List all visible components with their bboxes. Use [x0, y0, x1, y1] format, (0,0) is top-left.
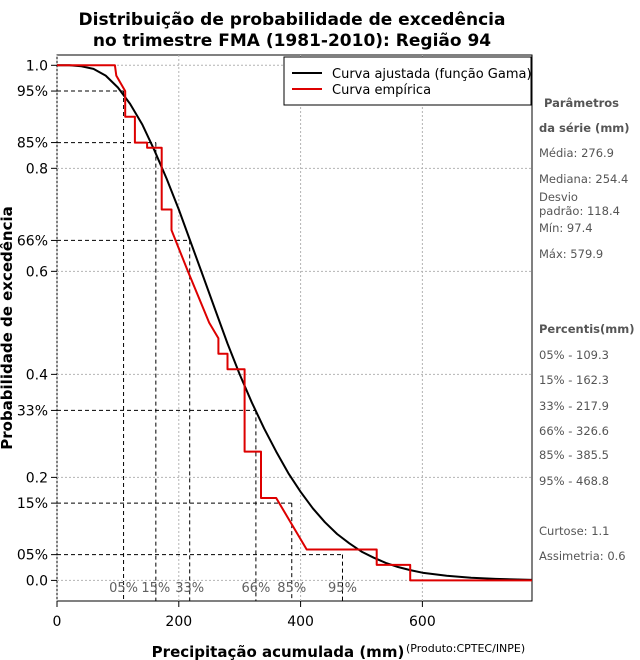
series-line-empirical — [57, 64, 532, 582]
percentil-66: 66% - 326.6 — [539, 424, 609, 438]
y-tick-label: 33% — [17, 403, 48, 419]
y-tick-label: 95% — [17, 84, 48, 100]
y-tick-label: 1.0 — [26, 58, 48, 74]
y-tick-label: 0.6 — [26, 264, 48, 280]
percentile-label: 33% — [175, 581, 204, 596]
y-tick-label: 0.8 — [26, 161, 48, 177]
percentil-85: 85% - 385.5 — [539, 448, 609, 462]
legend-label-empirical: Curva empírica — [332, 83, 431, 98]
percentis-heading: Percentis(mm) — [539, 322, 634, 336]
credit-text: (Produto:CPTEC/INPE) — [406, 642, 525, 655]
stat-desvio-2: padrão: 118.4 — [539, 204, 620, 218]
chart-title-line1: Distribuição de probabilidade de excedên… — [79, 10, 506, 30]
percentile-label: 05% — [109, 581, 138, 596]
legend-label-fitted: Curva ajustada (função Gama) — [332, 67, 532, 82]
stat-curtose: Curtose: 1.1 — [539, 524, 609, 538]
percentile-label: 95% — [328, 581, 357, 596]
y-axis-title: Probabilidade de excedência — [0, 206, 16, 450]
chart-title-line2: no trimestre FMA (1981-2010): Região 94 — [93, 31, 491, 51]
stat-desvio-1: Desvio — [539, 190, 578, 204]
percentile-labels: 05% 15% 33% 66% 85% 95% — [109, 581, 357, 596]
legend: Curva ajustada (função Gama) Curva empír… — [283, 56, 532, 106]
percentil-15: 15% - 162.3 — [539, 373, 609, 387]
params-heading-1: Parâmetros — [544, 96, 619, 110]
percentile-label: 66% — [241, 581, 270, 596]
y-tick-label: 0.0 — [26, 573, 48, 589]
percentil-33: 33% - 217.9 — [539, 399, 609, 413]
x-tick-label: 200 — [165, 614, 192, 630]
y-tick-label: 0.4 — [26, 367, 48, 383]
percentile-label: 15% — [141, 581, 170, 596]
stat-min: Mín: 97.4 — [539, 221, 593, 235]
plot-area — [56, 54, 533, 602]
x-tick-label: 0 — [53, 614, 62, 630]
params-heading-2: da série (mm) — [539, 121, 630, 135]
stat-mediana: Mediana: 254.4 — [539, 172, 628, 186]
x-axis: 0 200 400 600 — [53, 601, 436, 630]
y-axis: 1.0 95% 85% 0.8 66% 0.6 0.4 33% 0.2 15% 05% 0.0 — [17, 58, 57, 589]
stat-max: Máx: 579.9 — [539, 247, 603, 261]
y-tick-label: 15% — [17, 496, 48, 512]
x-axis-title: Precipitação acumulada (mm) — [152, 643, 405, 660]
series — [57, 64, 533, 582]
percentil-05: 05% - 109.3 — [539, 348, 609, 362]
x-tick-label: 600 — [409, 614, 436, 630]
percentil-95: 95% - 468.8 — [539, 474, 609, 488]
legend-box — [283, 56, 532, 106]
grid — [56, 55, 532, 601]
y-tick-label: 66% — [17, 233, 48, 249]
x-tick-label: 400 — [287, 614, 314, 630]
stat-media: Média: 276.9 — [539, 146, 614, 160]
y-tick-label: 05% — [17, 548, 48, 564]
side-panel: Parâmetros da série (mm) Média: 276.9 Me… — [539, 96, 634, 563]
percentile-guides — [57, 90, 343, 601]
percentile-label: 85% — [277, 581, 306, 596]
y-tick-label: 85% — [17, 136, 48, 152]
y-tick-label: 0.2 — [26, 470, 48, 486]
stat-assimetria: Assimetria: 0.6 — [539, 549, 626, 563]
